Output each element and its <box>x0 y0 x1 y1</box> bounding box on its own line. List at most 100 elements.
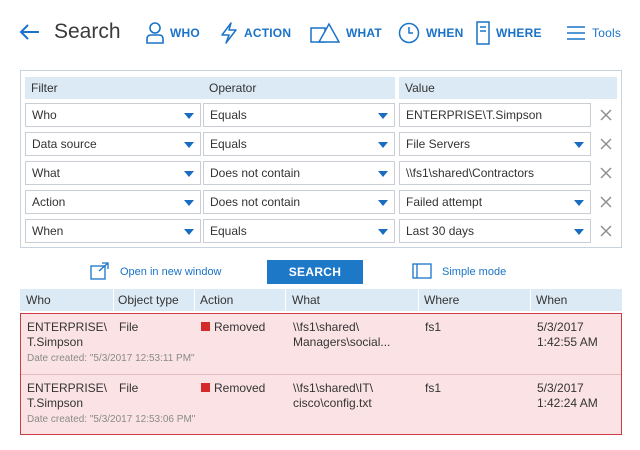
action-cell: Removed <box>201 320 265 335</box>
col-what[interactable]: What <box>292 293 321 307</box>
results-list: ENTERPRISE\ T.Simpson File Removed \\fs1\… <box>20 313 622 435</box>
value-column-header: Value <box>399 77 617 99</box>
operator-select-value: Does not contain <box>210 166 301 180</box>
filter-select[interactable]: Who <box>25 103 201 127</box>
value-select-text: Last 30 days <box>406 224 475 238</box>
operator-select-value: Equals <box>210 108 247 122</box>
person-icon <box>146 22 164 44</box>
filter-select[interactable]: Action <box>25 190 201 214</box>
filter-panel: Filter Operator Value Who Equals ENTERPR… <box>20 70 622 248</box>
chevron-down-icon <box>574 142 584 148</box>
nav-when-label: WHEN <box>426 26 464 40</box>
tools-label: Tools <box>592 26 622 40</box>
operator-select-value: Equals <box>210 137 247 151</box>
page-title: Search <box>54 20 121 43</box>
simple-mode-link[interactable]: Simple mode <box>412 262 506 282</box>
when-cell: 5/3/2017 1:42:55 AM <box>537 320 598 349</box>
operator-select[interactable]: Equals <box>203 219 395 243</box>
chevron-down-icon <box>184 171 194 177</box>
chevron-down-icon <box>378 171 388 177</box>
nav-who[interactable]: WHO <box>146 20 200 46</box>
operator-select[interactable]: Does not contain <box>203 161 395 185</box>
nav-action[interactable]: ACTION <box>220 20 291 46</box>
who-cell: ENTERPRISE\ T.Simpson <box>27 320 108 349</box>
where-cell: fs1 <box>425 320 442 334</box>
col-where[interactable]: Where <box>424 293 460 307</box>
operator-column-header: Operator <box>203 77 395 99</box>
value-field[interactable]: \\fs1\shared\Contractors <box>399 161 591 185</box>
col-who[interactable]: Who <box>26 293 51 307</box>
value-field-text: ENTERPRISE\T.Simpson <box>406 108 543 122</box>
filter-column-header: Filter <box>25 77 223 99</box>
date-created: Date created: "5/3/2017 12:53:06 PM" <box>27 414 196 425</box>
chevron-down-icon <box>184 113 194 119</box>
who-cell: ENTERPRISE\ T.Simpson <box>27 381 108 410</box>
open-new-window-link[interactable]: Open in new window <box>90 261 222 283</box>
filter-select-value: Action <box>32 195 66 209</box>
value-select[interactable]: Last 30 days <box>399 219 591 243</box>
remove-filter-icon[interactable] <box>599 224 613 238</box>
top-bar: Search WHO ACTION WHAT WHEN WHERE T <box>0 0 640 62</box>
value-select[interactable]: File Servers <box>399 132 591 156</box>
table-row[interactable]: ENTERPRISE\ T.Simpson File Removed \\fs1\… <box>21 374 621 434</box>
col-when[interactable]: When <box>536 293 568 307</box>
shapes-icon <box>310 22 340 44</box>
chevron-down-icon <box>184 142 194 148</box>
what-cell: \\fs1\shared\IT\ cisco\config.txt <box>293 381 374 410</box>
removed-marker-icon <box>201 383 210 392</box>
operator-select[interactable]: Equals <box>203 103 395 127</box>
operator-select[interactable]: Equals <box>203 132 395 156</box>
action-cell: Removed <box>201 381 265 396</box>
chevron-down-icon <box>378 200 388 206</box>
simple-mode-label: Simple mode <box>442 266 507 278</box>
nav-who-label: WHO <box>170 26 200 40</box>
chevron-down-icon <box>378 229 388 235</box>
external-window-icon <box>90 261 110 283</box>
remove-filter-icon[interactable] <box>599 195 613 209</box>
chevron-down-icon <box>184 200 194 206</box>
nav-when[interactable]: WHEN <box>398 20 463 46</box>
date-created: Date created: "5/3/2017 12:53:11 PM" <box>27 353 195 364</box>
operator-select[interactable]: Does not contain <box>203 190 395 214</box>
server-icon <box>476 21 490 45</box>
filter-select[interactable]: Data source <box>25 132 201 156</box>
results-header: Who Object type Action What Where When <box>20 289 622 311</box>
filter-select[interactable]: When <box>25 219 201 243</box>
value-select-text: File Servers <box>406 137 471 151</box>
when-cell: 5/3/2017 1:42:24 AM <box>537 381 598 410</box>
chevron-down-icon <box>184 229 194 235</box>
search-button[interactable]: SEARCH <box>267 260 363 284</box>
chevron-down-icon <box>378 113 388 119</box>
col-object-type[interactable]: Object type <box>118 293 179 307</box>
nav-what-label: WHAT <box>346 26 382 40</box>
chevron-down-icon <box>378 142 388 148</box>
open-new-window-label: Open in new window <box>120 266 222 278</box>
value-field[interactable]: ENTERPRISE\T.Simpson <box>399 103 591 127</box>
remove-filter-icon[interactable] <box>599 137 613 151</box>
removed-marker-icon <box>201 322 210 331</box>
remove-filter-icon[interactable] <box>599 108 613 122</box>
value-select[interactable]: Failed attempt <box>399 190 591 214</box>
nav-action-label: ACTION <box>244 26 292 40</box>
operator-select-value: Equals <box>210 224 247 238</box>
filter-select-value: What <box>32 166 61 180</box>
filter-select-value: Who <box>32 108 57 122</box>
nav-where[interactable]: WHERE <box>476 20 542 46</box>
filter-select[interactable]: What <box>25 161 201 185</box>
tools-menu[interactable]: Tools <box>566 20 621 46</box>
back-arrow-icon[interactable] <box>18 20 42 44</box>
remove-filter-icon[interactable] <box>599 166 613 180</box>
chevron-down-icon <box>574 200 584 206</box>
table-row[interactable]: ENTERPRISE\ T.Simpson File Removed \\fs1\… <box>21 314 621 374</box>
object-type-cell: File <box>119 381 139 395</box>
nav-what[interactable]: WHAT <box>310 20 382 46</box>
clock-icon <box>398 22 420 44</box>
filter-select-value: When <box>32 224 64 238</box>
what-cell: \\fs1\shared\ Managers\social... <box>293 320 391 349</box>
simple-mode-icon <box>412 262 432 282</box>
col-action[interactable]: Action <box>200 293 234 307</box>
operator-select-value: Does not contain <box>210 195 301 209</box>
nav-where-label: WHERE <box>496 26 542 40</box>
object-type-cell: File <box>119 320 139 334</box>
hamburger-icon <box>566 24 586 42</box>
